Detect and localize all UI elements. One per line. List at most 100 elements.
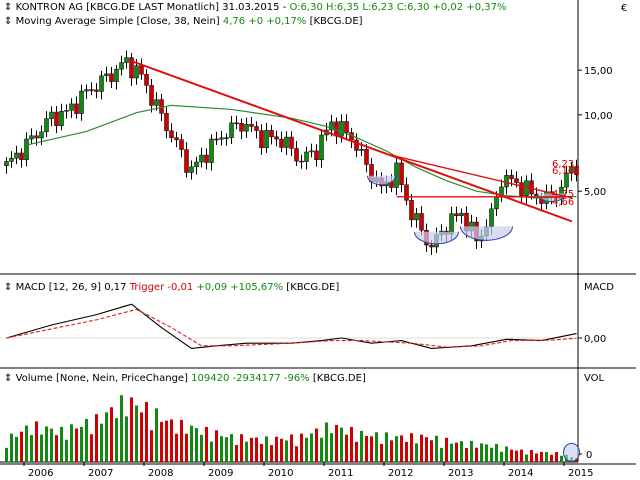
volume-bar xyxy=(160,421,163,462)
volume-bar xyxy=(260,443,263,462)
volume-bar xyxy=(180,419,183,462)
candle-body xyxy=(519,182,524,197)
x-tick-label-2013: 2013 xyxy=(448,468,473,479)
volume-bar xyxy=(515,450,518,462)
volume-bar xyxy=(490,447,493,462)
volume-bar xyxy=(505,446,508,462)
candle-body xyxy=(409,200,414,221)
volume-bar xyxy=(200,434,203,462)
candle-body xyxy=(69,103,74,111)
candle-body xyxy=(149,85,154,106)
volume-bar xyxy=(445,437,448,462)
volume-bar xyxy=(440,447,443,462)
volume-bar xyxy=(545,452,548,462)
value-label-6-16: 6,16 xyxy=(552,166,574,177)
y-tick-label-10-00: 10,00 xyxy=(584,111,613,122)
x-tick-label-2015: 2015 xyxy=(568,468,593,479)
volume-bar xyxy=(20,431,23,462)
volume-bar xyxy=(335,424,338,462)
candle-body xyxy=(89,89,94,91)
candle-body xyxy=(494,197,499,210)
vol-header: ⇕ Volume [None, Nein, PriceChange] 10942… xyxy=(4,373,366,384)
candle-body xyxy=(104,73,109,77)
volume-bar xyxy=(40,434,43,462)
volume-bar xyxy=(455,442,458,462)
candle-body xyxy=(459,212,464,216)
volume-bar xyxy=(355,441,358,462)
candle-body xyxy=(269,130,274,138)
candle-body xyxy=(84,89,89,92)
candle-body xyxy=(169,130,174,138)
volume-bar xyxy=(165,420,168,462)
candle-body xyxy=(339,121,344,137)
volume-bar xyxy=(235,444,238,462)
volume-bar xyxy=(220,436,223,462)
candle-body xyxy=(49,111,54,119)
candle-body xyxy=(19,152,24,161)
x-tick-label-2010: 2010 xyxy=(268,468,293,479)
volume-bar xyxy=(400,435,403,462)
volume-bar xyxy=(450,443,453,462)
candle-body xyxy=(239,123,244,132)
pattern-marker xyxy=(367,175,396,186)
volume-bar xyxy=(520,449,523,462)
vol-panel-label: VOL xyxy=(584,373,605,384)
x-tick-label-2006: 2006 xyxy=(28,468,53,479)
candle-body xyxy=(264,130,269,149)
volume-bar xyxy=(435,435,438,462)
candle-body xyxy=(164,113,169,132)
candle-body xyxy=(209,138,214,163)
volume-bar xyxy=(35,421,38,462)
candle-body xyxy=(79,90,84,114)
volume-bar xyxy=(255,437,258,462)
volume-bar xyxy=(175,433,178,462)
volume-bar xyxy=(270,445,273,462)
candle-body xyxy=(144,74,149,86)
macd-y-tick-label: 0,00 xyxy=(584,334,606,345)
volume-bar xyxy=(135,405,138,462)
volume-bar xyxy=(210,441,213,462)
x-tick-label-2014: 2014 xyxy=(508,468,533,479)
volume-bar xyxy=(75,428,78,462)
volume-bar xyxy=(85,418,88,462)
volume-bar xyxy=(420,434,423,462)
ma-header-icon: ⇕ xyxy=(4,16,13,27)
volume-bar xyxy=(480,443,483,462)
volume-bar xyxy=(225,437,228,462)
candle-body xyxy=(244,124,249,132)
candle-body xyxy=(189,166,194,173)
volume-bar xyxy=(5,447,8,462)
volume-bar xyxy=(385,432,388,462)
candle-body xyxy=(234,122,239,125)
volume-bar xyxy=(120,395,123,462)
candle-body xyxy=(294,148,299,162)
volume-bar xyxy=(475,447,478,462)
volume-bar xyxy=(315,428,318,462)
volume-bar xyxy=(150,430,153,462)
candle-body xyxy=(249,124,254,127)
moving-average-line xyxy=(26,104,577,199)
volume-bar xyxy=(575,458,578,462)
candle-body xyxy=(399,162,404,185)
y-tick-label-15-00: 15,00 xyxy=(584,66,613,77)
candle-body xyxy=(274,136,279,140)
candle-body xyxy=(449,213,454,235)
trendline-1 xyxy=(131,60,573,223)
volume-bar xyxy=(460,441,463,462)
candle-body xyxy=(174,137,179,140)
candle-body xyxy=(314,150,319,161)
volume-bar xyxy=(55,435,58,462)
value-label-6-23: 6,23 xyxy=(552,159,574,170)
volume-bar xyxy=(205,426,208,462)
candle-body xyxy=(74,103,79,114)
volume-highlight-marker xyxy=(563,442,580,462)
candle-body xyxy=(319,134,324,161)
volume-bar xyxy=(525,454,528,462)
candle-body xyxy=(429,244,434,248)
candle-body xyxy=(284,136,289,148)
volume-bar xyxy=(535,453,538,462)
candle-body xyxy=(199,154,204,163)
ma-header-values: 4,76 +0 +0,17% xyxy=(222,16,307,27)
candle-body xyxy=(489,208,494,227)
volume-bar xyxy=(540,451,543,462)
